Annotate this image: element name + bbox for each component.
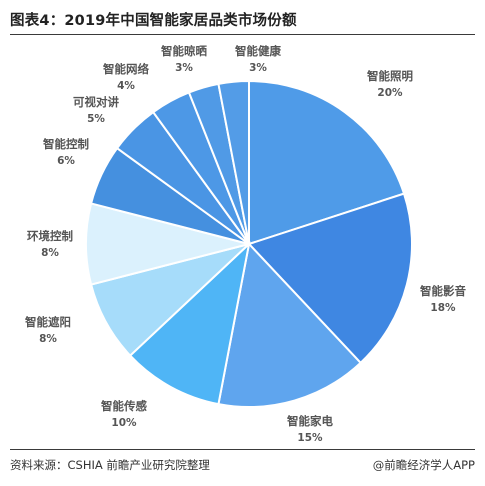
slice-value-5: 8% (39, 333, 57, 345)
slice-label-6: 环境控制 (27, 229, 73, 243)
slice-label-7: 智能控制 (43, 137, 89, 151)
slice-label-4: 智能传感 (101, 399, 147, 413)
pie-chart: 智能照明 20% 智能影音 18% 智能家电 15% 智能传感 10% 智能遮阳 8% 环境控制 8%… (25, 44, 466, 444)
slice-value-1: 20% (377, 87, 403, 99)
slice-label-5: 智能遮阳 (25, 315, 71, 329)
pie-slice-2 (247, 192, 413, 365)
pie-slice-3 (217, 241, 362, 408)
chart-title: 图表4：2019年中国智能家居品类市场份额 (10, 13, 297, 29)
slice-label-3: 智能家电 (287, 414, 333, 428)
slice-label-11: 智能健康 (235, 44, 281, 58)
footer-divider (10, 449, 475, 450)
slice-value-4: 10% (111, 417, 137, 429)
slice-value-10: 3% (175, 62, 193, 74)
source-note: 资料来源：CSHIA 前瞻产业研究院整理 (10, 458, 210, 472)
slice-label-1: 智能照明 (367, 69, 413, 83)
brand-label: @前瞻经济学人APP (372, 458, 475, 472)
slice-label-8: 可视对讲 (73, 95, 119, 109)
pie-slice-1 (248, 79, 406, 246)
pie-slice-11 (217, 79, 250, 245)
pie-slice-4 (128, 241, 251, 406)
slice-label-10: 智能晾晒 (161, 44, 207, 58)
slice-label-2: 智能影音 (420, 284, 466, 298)
slice-value-6: 8% (41, 247, 59, 259)
slice-value-11: 3% (249, 62, 267, 74)
slice-label-9: 智能网络 (103, 62, 149, 76)
slice-value-2: 18% (430, 302, 456, 314)
slice-value-9: 4% (117, 80, 135, 92)
slice-value-8: 5% (87, 113, 105, 125)
slice-value-3: 15% (297, 432, 323, 444)
slice-value-7: 6% (57, 155, 75, 167)
title-divider (10, 34, 475, 35)
